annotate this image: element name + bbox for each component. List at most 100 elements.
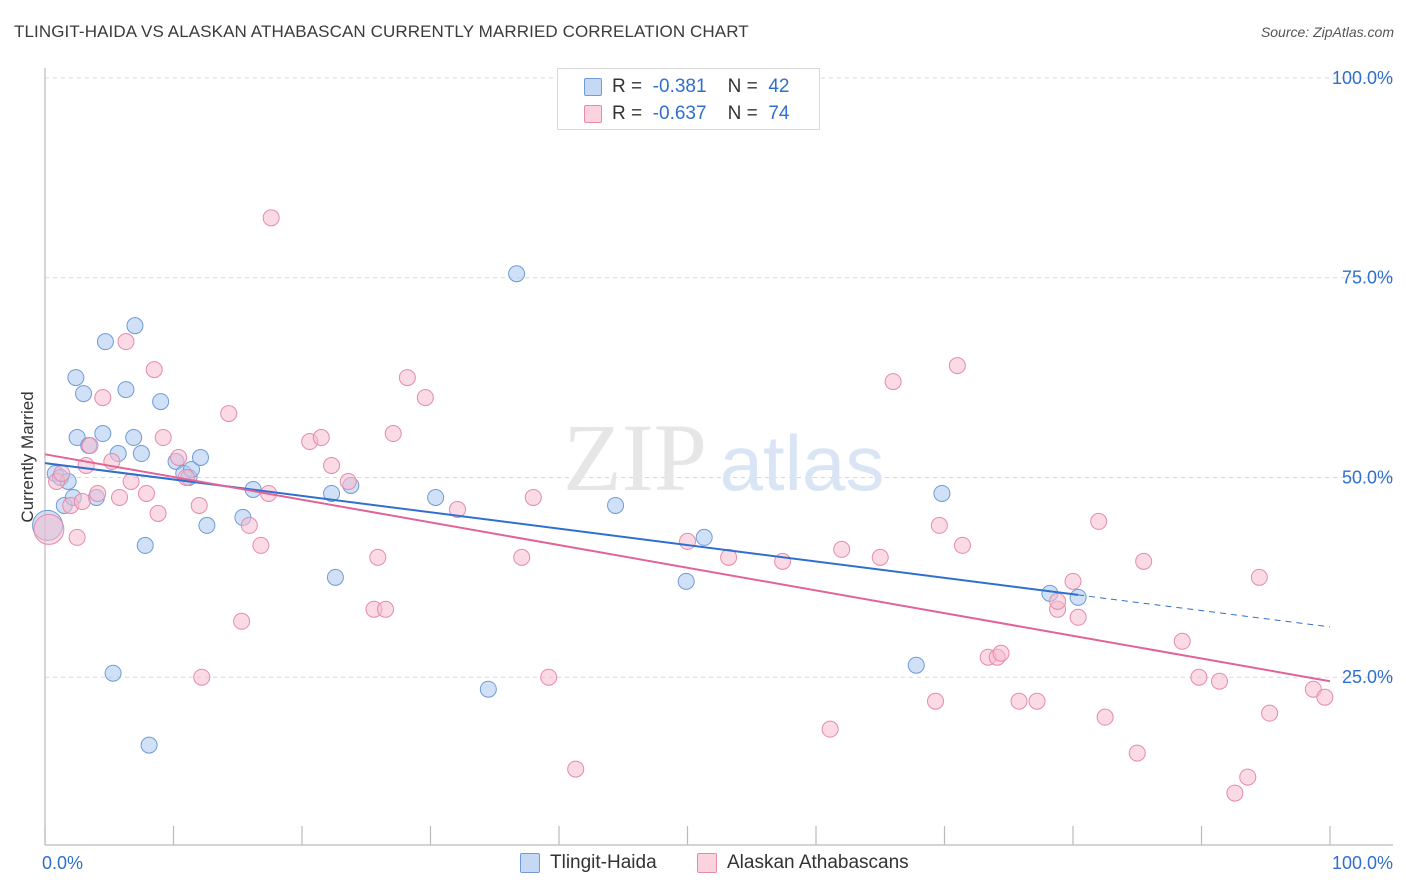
- y-tick-label: 25.0%: [1342, 667, 1393, 687]
- x-tick-label-min: 0.0%: [42, 853, 83, 873]
- athabascan-point: [377, 600, 395, 618]
- athabascan-point: [1261, 704, 1279, 722]
- athabascan-point: [1049, 592, 1067, 610]
- tlingit-point: [695, 528, 713, 546]
- athabascan-point: [193, 668, 211, 686]
- tlingit-point: [75, 385, 93, 403]
- athabascan-point: [384, 425, 402, 443]
- tlingit-point: [677, 572, 695, 590]
- athabascan-point: [149, 504, 167, 522]
- tlingit-point: [198, 516, 216, 534]
- athabascan-point: [930, 516, 948, 534]
- athabascan-point: [398, 369, 416, 387]
- watermark-atlas: atlas: [720, 419, 885, 507]
- athabascan-point: [312, 429, 330, 447]
- athabascan-point: [1064, 572, 1082, 590]
- grid-lines: [45, 77, 1393, 678]
- legend-r-label: R =: [612, 76, 643, 97]
- source-credit: Source: ZipAtlas.com: [1260, 24, 1394, 40]
- athabascan-point: [1304, 680, 1322, 698]
- athabascan-point: [1316, 688, 1334, 706]
- y-axis-label: Currently Married: [18, 391, 37, 522]
- athabascan-point: [448, 500, 466, 518]
- tlingit-point: [68, 429, 86, 447]
- legend-row-tlingit: R = -0.381 N = 42: [584, 75, 789, 99]
- athabascan-point: [1096, 708, 1114, 726]
- correlation-legend: R = -0.381 N = 42 R = -0.637 N = 74: [557, 68, 820, 130]
- athabascan-point: [220, 405, 238, 423]
- athabascan-point: [416, 389, 434, 407]
- tlingit-point: [117, 381, 135, 399]
- tlingit-point: [140, 736, 158, 754]
- athabascan-point: [233, 612, 251, 630]
- athabascan-point: [111, 488, 129, 506]
- athabascan-point: [1250, 568, 1268, 586]
- athabascan-point: [1135, 552, 1153, 570]
- athabascan-point: [948, 357, 966, 375]
- athabascan-point: [927, 692, 945, 710]
- tlingit-point: [125, 429, 143, 447]
- athabascan-point: [170, 449, 188, 467]
- athabascan-point: [884, 373, 902, 391]
- athabascan-point: [190, 496, 208, 514]
- athabascan-point: [33, 513, 65, 545]
- tlingit-point: [323, 484, 341, 502]
- athabascan-point: [871, 548, 889, 566]
- athabascan-point: [1128, 744, 1146, 762]
- legend-label-athabascan: Alaskan Athabascans: [727, 852, 909, 873]
- athabascan-point: [513, 548, 531, 566]
- y-tick-label: 50.0%: [1342, 467, 1393, 487]
- athabascan-trend-line: [44, 453, 1331, 683]
- tlingit-point: [1069, 588, 1087, 606]
- tlingit-point: [67, 369, 85, 387]
- athabascan-point: [1028, 692, 1046, 710]
- athabascan-point: [53, 464, 71, 482]
- athabascan-point: [540, 668, 558, 686]
- athabascan-point: [81, 437, 99, 455]
- athabascan-point: [567, 760, 585, 778]
- athabascan-point: [252, 536, 270, 554]
- athabascan-point: [679, 532, 696, 550]
- legend-r-value: -0.381: [652, 76, 707, 97]
- athabascan-point: [524, 488, 542, 506]
- legend-r-label: R =: [612, 103, 643, 124]
- tlingit-point: [152, 393, 170, 411]
- tlingit-point: [508, 265, 526, 283]
- tlingit-point: [132, 445, 150, 463]
- athabascan-point: [94, 389, 112, 407]
- athabascan-point: [240, 516, 258, 534]
- tlingit-point: [96, 333, 114, 351]
- athabascan-point: [73, 492, 91, 510]
- axes: [44, 68, 1393, 846]
- athabascan-point: [953, 536, 971, 554]
- series-legend: Tlingit-Haida Alaskan Athabascans: [0, 852, 1406, 876]
- athabascan-point: [821, 720, 839, 738]
- tlingit-trend-extension: [1078, 594, 1331, 628]
- tlingit-point: [104, 664, 122, 682]
- athabascan-point: [992, 644, 1010, 662]
- tlingit-point: [427, 488, 445, 506]
- tlingit-point: [607, 496, 625, 514]
- tlingit-point: [126, 317, 144, 335]
- data-points: [32, 209, 1334, 802]
- legend-label-tlingit: Tlingit-Haida: [550, 852, 657, 873]
- tlingit-point: [326, 568, 344, 586]
- legend-swatch-pink: [697, 853, 717, 873]
- y-tick-label: 75.0%: [1342, 268, 1393, 288]
- chart-title: TLINGIT-HAIDA VS ALASKAN ATHABASCAN CURR…: [14, 22, 749, 41]
- legend-n-value: 74: [768, 103, 790, 124]
- athabascan-point: [1090, 512, 1108, 530]
- athabascan-point: [369, 548, 387, 566]
- athabascan-point: [138, 484, 156, 502]
- athabascan-point: [154, 429, 172, 447]
- watermark-zip: ZIP: [563, 404, 707, 511]
- legend-item-athabascan: Alaskan Athabascans: [697, 852, 909, 874]
- y-tick-label: 100.0%: [1332, 68, 1393, 88]
- athabascan-point: [339, 472, 357, 490]
- athabascan-point: [262, 209, 280, 227]
- legend-swatch-pink: [584, 105, 602, 123]
- athabascan-point: [145, 361, 163, 379]
- athabascan-point: [68, 528, 86, 546]
- tick-labels: 25.0% 50.0% 75.0% 100.0% 0.0% 100.0%: [42, 68, 1393, 873]
- athabascan-point: [122, 472, 140, 490]
